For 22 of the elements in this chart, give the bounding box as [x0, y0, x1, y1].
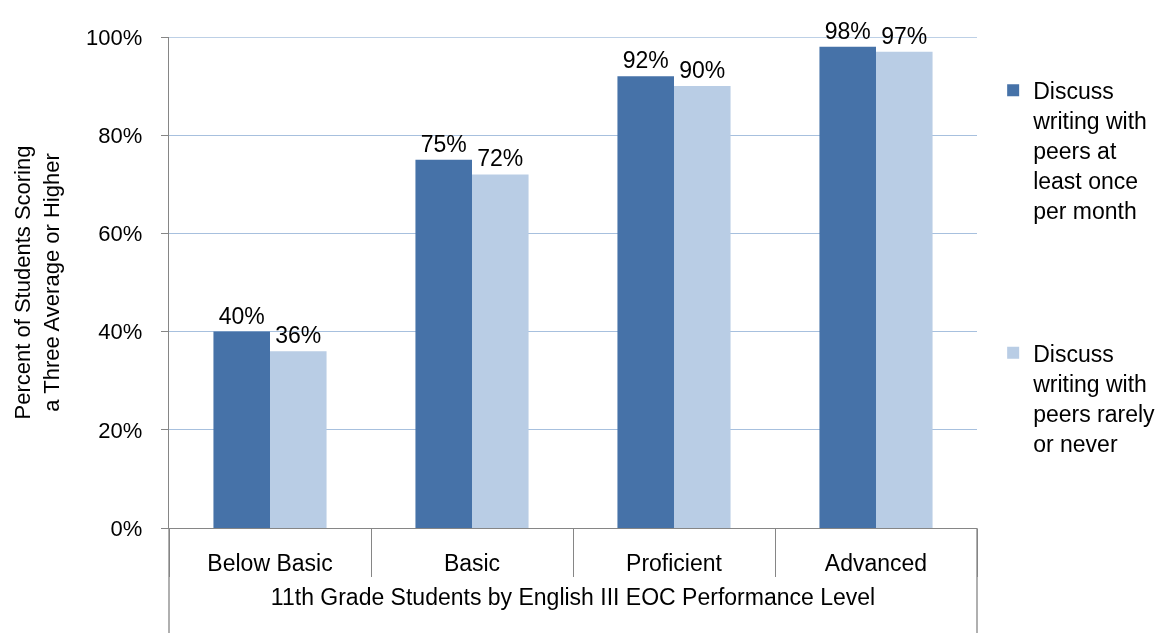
x-tick-label: Proficient	[626, 549, 723, 576]
data-label: 90%	[679, 57, 726, 84]
y-tick-label: 40%	[98, 319, 143, 345]
data-label: 72%	[477, 145, 524, 172]
y-tick-label: 0%	[110, 515, 143, 541]
legend-label: Discuss writing with peers rarely or never	[1032, 340, 1156, 457]
legend-label: Discuss writing with peers at least once per month	[1032, 78, 1147, 224]
x-tick-label: Advanced	[824, 549, 928, 576]
data-label: 40%	[218, 302, 265, 329]
y-tick-label: 80%	[98, 122, 143, 148]
x-axis-title: 11th Grade Students by English III EOC Performance Level	[270, 584, 876, 611]
data-label: 97%	[881, 22, 928, 49]
data-label: 75%	[420, 130, 467, 157]
y-tick-label: 100%	[86, 24, 143, 50]
y-axis-title: Percent of Students Scoring a Three Average or Higher	[10, 145, 64, 420]
x-tick-label: Below Basic	[207, 549, 333, 576]
data-label: 36%	[275, 322, 322, 349]
data-label: 92%	[622, 47, 669, 74]
y-tick-label: 60%	[98, 221, 143, 247]
y-tick-label: 20%	[98, 417, 143, 443]
data-label: 98%	[824, 17, 871, 44]
x-tick-label: Basic	[443, 549, 501, 576]
